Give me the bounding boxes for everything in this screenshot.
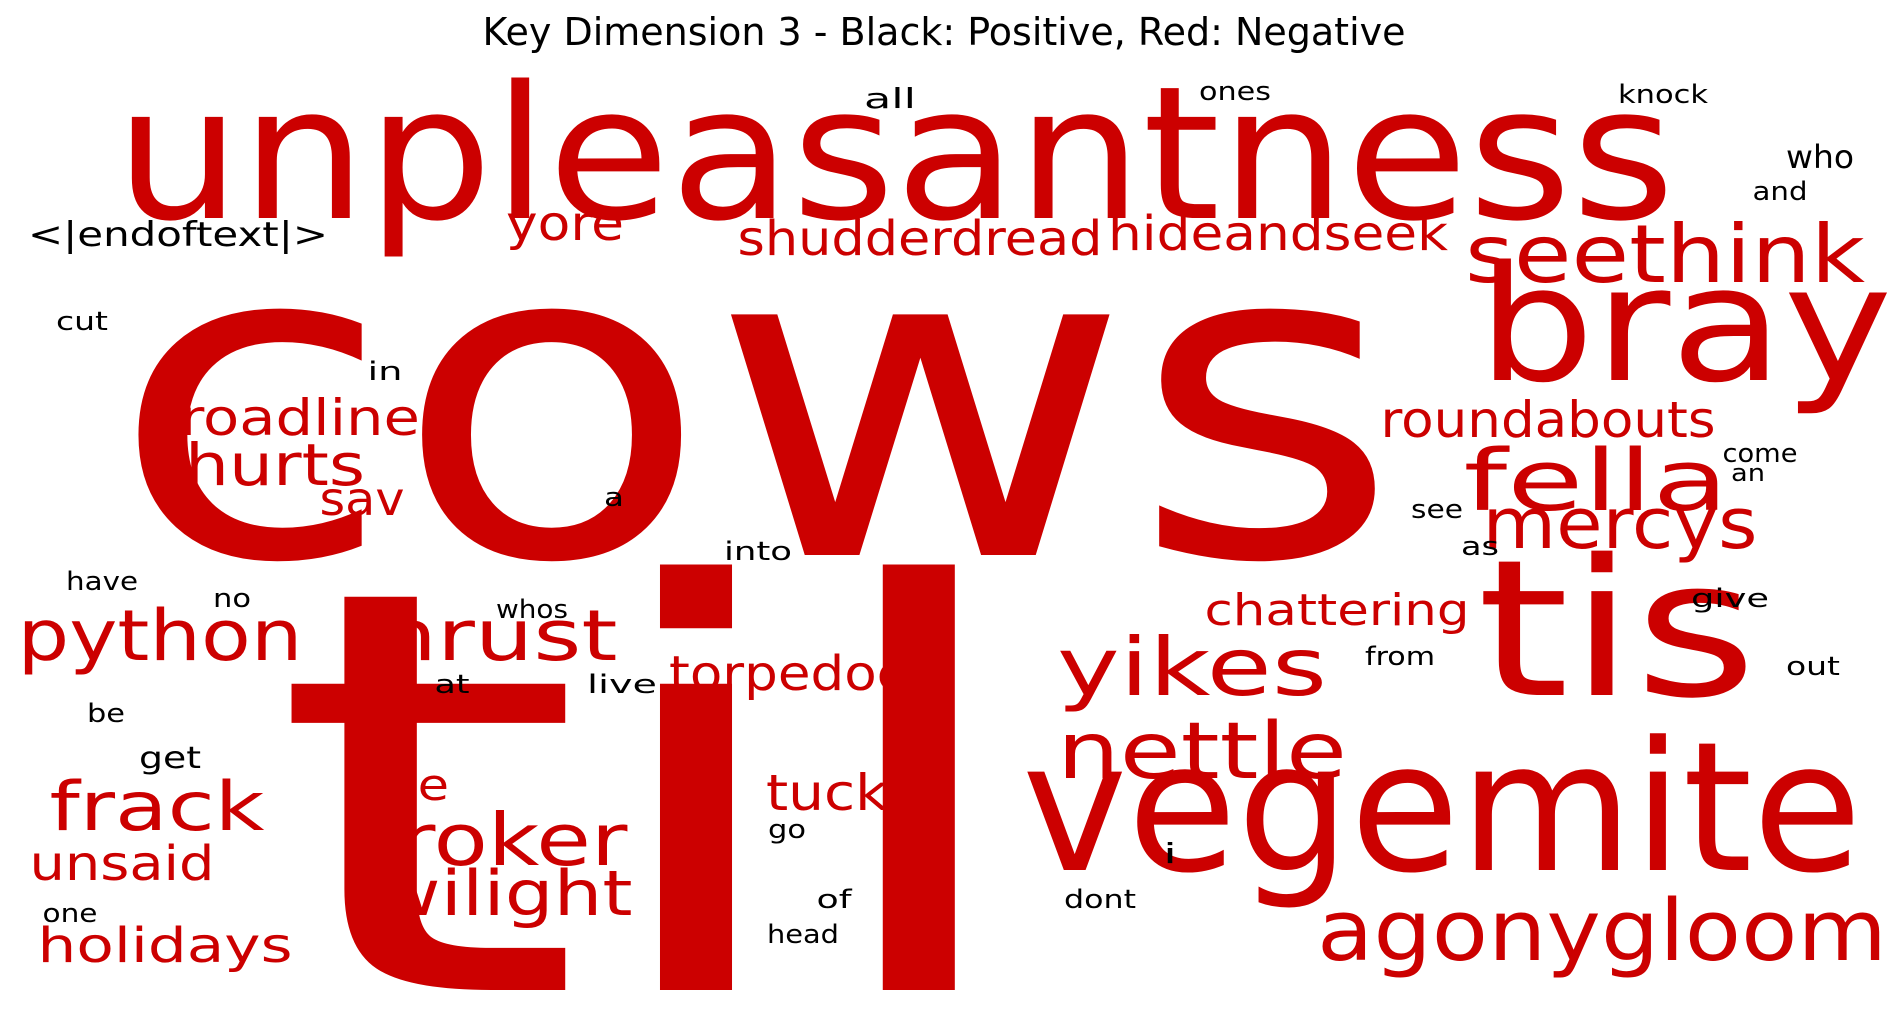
word-twilight: twilight [348, 857, 633, 930]
word-broker: broker [343, 798, 628, 882]
word-all: all [864, 82, 916, 115]
word-unpleasantness: unpleasantness [115, 46, 1675, 262]
word-hurts: hurts [185, 431, 365, 499]
word-of: of [817, 885, 853, 915]
word-endoftext: <|endoftext|> [28, 215, 328, 255]
word-bray: bray [1478, 231, 1888, 418]
word-one: one [43, 899, 98, 929]
word-dont: dont [1064, 885, 1136, 915]
word-i: i [1163, 837, 1177, 870]
word-whos: whos [496, 595, 568, 625]
word-python: python [18, 595, 303, 677]
word-torpedoes: torpedoes [669, 646, 937, 702]
word-at: at [435, 670, 470, 700]
word-frack: frack [50, 768, 266, 847]
word-no: no [213, 584, 251, 614]
word-knock: knock [1618, 80, 1708, 110]
word-agonygloom: agonygloom [1317, 882, 1887, 981]
word-sav: sav [320, 472, 405, 526]
word-be: be [87, 699, 125, 729]
word-yikes: yikes [1057, 621, 1327, 714]
word-from: from [1365, 642, 1435, 672]
word-hideandseek: hideandseek [1108, 206, 1448, 262]
word-unsaid: unsaid [30, 836, 215, 892]
word-come: come [1723, 439, 1798, 469]
word-a: a [604, 483, 624, 513]
word-in: in [368, 357, 403, 387]
word-se: se [391, 760, 449, 811]
word-fella: fella [1464, 432, 1729, 531]
word-go: go [768, 815, 806, 845]
chart-title: Key Dimension 3 - Black: Positive, Red: … [482, 10, 1406, 54]
word-tucker: tucker [766, 764, 944, 822]
word-an: an [1731, 459, 1765, 487]
word-roundabouts: roundabouts [1381, 391, 1716, 449]
word-roadline: roadline [180, 389, 420, 447]
word-live: live [587, 670, 657, 700]
word-ones: ones [1199, 77, 1271, 107]
word-yore: yore [506, 196, 624, 252]
word-as: as [1461, 532, 1499, 562]
word-give: give [1691, 584, 1769, 614]
word-chattering: chattering [1205, 585, 1470, 636]
word-into: into [724, 537, 792, 567]
word-thrust: thrust [343, 595, 618, 677]
word-cut: cut [56, 307, 108, 337]
word-seethink: seethink [1465, 208, 1866, 301]
word-and: and [1753, 177, 1808, 207]
word-head: head [767, 920, 839, 950]
word-who: who [1786, 138, 1854, 176]
word-have: have [66, 567, 138, 597]
word-holidays: holidays [38, 918, 293, 974]
word-get: get [139, 741, 201, 776]
word-out: out [1786, 652, 1840, 682]
word-see: see [1411, 495, 1463, 525]
word-tis: tis [1477, 519, 1757, 740]
word-til: til [270, 471, 1030, 1010]
word-cows: cows [110, 147, 1400, 659]
word-nettle: nettle [1057, 707, 1347, 797]
word-shudderdread: shudderdread [738, 211, 1103, 267]
word-mercys: mercys [1483, 483, 1758, 565]
word-vegemite: vegemite [1022, 704, 1862, 913]
